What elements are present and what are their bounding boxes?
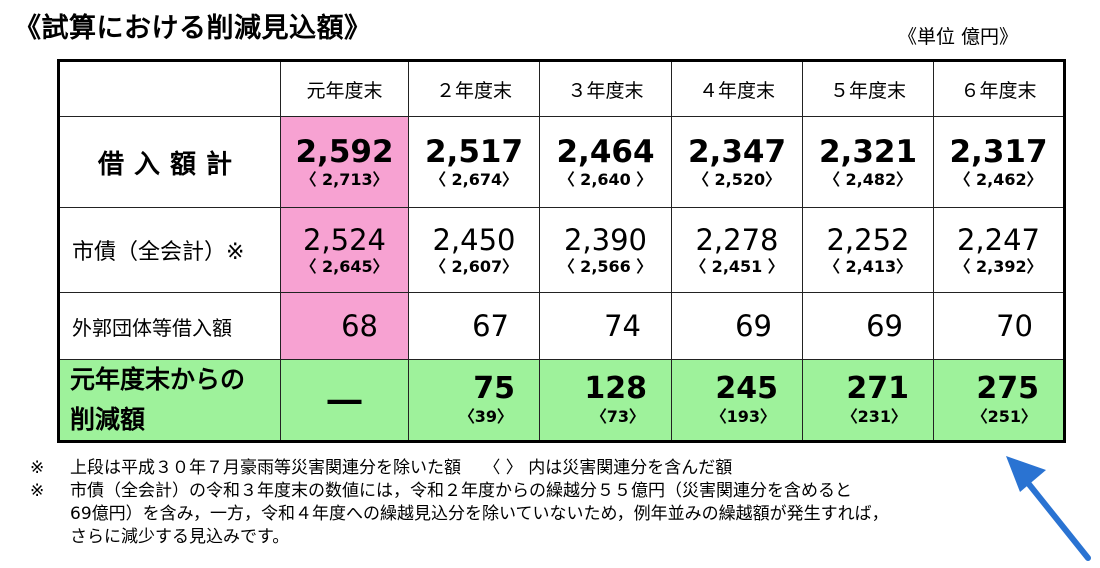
- cell-subvalue: 〈 2,566 〉: [558, 257, 653, 276]
- cell-value: 2,450: [432, 223, 516, 257]
- cell-subvalue: 〈 2,640 〉: [558, 170, 653, 189]
- table-cell: 2,321 〈 2,482〉: [802, 116, 934, 208]
- column-header: ６年度末: [933, 60, 1065, 117]
- cell-value: 2,321: [818, 134, 918, 170]
- note-mark: ※: [30, 458, 45, 478]
- table-cell: 2,390 〈 2,566 〉: [539, 207, 672, 293]
- cell-subvalue: 〈251〉: [971, 407, 1037, 426]
- cell-value: 2,390: [563, 223, 648, 257]
- footnote: ※ 市債（全会計）の令和３年度末の数値には，令和２年度からの繰越分５５億円（災害関…: [30, 480, 889, 503]
- cell-value: 69: [802, 292, 934, 360]
- table-cell: 2,252 〈 2,413〉: [802, 207, 934, 293]
- unit-label: 《単位 億円》: [898, 26, 1019, 48]
- header-row: 元年度末 ２年度末 ３年度末 ４年度末 ５年度末 ６年度末: [58, 60, 1065, 117]
- cell-value: 69: [671, 292, 803, 360]
- table-row-total-borrowing: 借入額計 2,592 〈 2,713〉 2,517 〈 2,674〉 2,464 〈 …: [58, 116, 1065, 208]
- row-label: 元年度末からの 削減額: [58, 359, 281, 442]
- cell-subvalue: 〈 2,482〉: [823, 170, 913, 189]
- cell-value: 2,252: [826, 223, 910, 257]
- cell-value: 67: [408, 292, 540, 360]
- column-header: ５年度末: [802, 60, 934, 117]
- footnote: ※ 上段は平成３０年７月豪雨等災害関連分を除いた額 〈 〉 内は災害関連分を含んだ…: [30, 457, 889, 480]
- row-label-line: 削減額: [70, 405, 146, 434]
- cell-value: 68: [280, 292, 409, 360]
- table-cell: 245 〈193〉: [671, 359, 803, 442]
- cell-subvalue: 〈231〉: [841, 407, 907, 426]
- cell-subvalue: 〈73〉: [590, 407, 645, 426]
- table-cell: 2,247 〈 2,392〉: [933, 207, 1065, 293]
- cell-value: 128: [584, 371, 647, 406]
- cell-value: 2,317: [949, 134, 1048, 170]
- table-cell: 2,317 〈 2,462〉: [933, 116, 1065, 208]
- table-cell: 275 〈251〉: [933, 359, 1065, 442]
- cell-value: 2,592: [295, 134, 394, 170]
- footnote-text: さらに減少する見込みです。: [70, 527, 290, 547]
- table-cell: 2,347 〈 2,520〉: [671, 116, 803, 208]
- footnotes: ※ 上段は平成３０年７月豪雨等災害関連分を除いた額 〈 〉 内は災害関連分を含んだ…: [30, 457, 889, 549]
- cell-subvalue: 〈 2,607〉: [429, 257, 519, 276]
- cell-value: 2,524: [302, 223, 387, 257]
- cell-value: 75: [473, 371, 515, 406]
- cell-value: 271: [846, 371, 909, 406]
- note-mark: ※: [30, 481, 45, 501]
- cell-value-dash: ―: [280, 359, 409, 442]
- cell-value: 275: [976, 371, 1039, 406]
- table-cell: 75 〈39〉: [408, 359, 540, 442]
- column-header: ４年度末: [671, 60, 803, 117]
- cell-subvalue: 〈 2,674〉: [429, 170, 519, 189]
- cell-subvalue: 〈 2,451 〉: [690, 257, 784, 276]
- cell-subvalue: 〈 2,713〉: [300, 170, 389, 189]
- cell-value: 2,278: [695, 223, 779, 257]
- table-cell: 2,524 〈 2,645〉: [280, 207, 409, 293]
- table-cell: 2,464 〈 2,640 〉: [539, 116, 672, 208]
- row-label: 市債（全会計）※: [58, 207, 281, 293]
- cell-subvalue: 〈193〉: [710, 407, 776, 426]
- footnote-text: 上段は平成３０年７月豪雨等災害関連分を除いた額 〈 〉 内は災害関連分を含んだ額: [70, 458, 733, 478]
- header-empty-cell: [58, 60, 281, 117]
- footnote-text: 69億円）を含み，一方，令和４年度への繰越見込分を除いていないため，例年並みの繰…: [70, 504, 889, 524]
- cell-value: 70: [933, 292, 1065, 360]
- column-header: ３年度末: [539, 60, 672, 117]
- reduction-table: 元年度末 ２年度末 ３年度末 ４年度末 ５年度末 ６年度末 借入額計 2,592…: [57, 59, 1066, 443]
- table-cell: 2,450 〈 2,607〉: [408, 207, 540, 293]
- table-cell: 2,278 〈 2,451 〉: [671, 207, 803, 293]
- cell-subvalue: 〈39〉: [458, 407, 513, 426]
- table-row-external-borrowing: 外郭団体等借入額 68 67 74 69 69 70: [58, 292, 1065, 360]
- column-header: 元年度末: [280, 60, 409, 117]
- cell-value: 2,517: [424, 134, 524, 170]
- row-label-line: 元年度末からの: [70, 365, 246, 394]
- row-label: 借入額計: [58, 116, 281, 208]
- cell-subvalue: 〈 2,413〉: [823, 257, 913, 276]
- cell-value: 74: [539, 292, 672, 360]
- cell-value: 245: [715, 371, 778, 406]
- cell-subvalue: 〈 2,520〉: [692, 170, 782, 189]
- cell-subvalue: 〈 2,462〉: [954, 170, 1043, 189]
- table-row-municipal-bonds: 市債（全会計）※ 2,524 〈 2,645〉 2,450 〈 2,607〉 2,3…: [58, 207, 1065, 293]
- table-row-reduction: 元年度末からの 削減額 ― 75 〈39〉 128 〈73〉 245 〈193〉 271…: [58, 359, 1065, 442]
- column-header: ２年度末: [408, 60, 540, 117]
- table-cell: 2,592 〈 2,713〉: [280, 116, 409, 208]
- cell-value: 2,347: [687, 134, 787, 170]
- footnote-text: 市債（全会計）の令和３年度末の数値には，令和２年度からの繰越分５５億円（災害関連…: [70, 481, 852, 501]
- cell-value: 2,464: [556, 134, 655, 170]
- cell-value: 2,247: [956, 223, 1041, 257]
- cell-subvalue: 〈 2,645〉: [300, 257, 389, 276]
- page-title: 《試算における削減見込額》: [14, 13, 372, 44]
- cell-subvalue: 〈 2,392〉: [954, 257, 1043, 276]
- table-cell: 2,517 〈 2,674〉: [408, 116, 540, 208]
- table-cell: 271 〈231〉: [802, 359, 934, 442]
- table-cell: 128 〈73〉: [539, 359, 672, 442]
- row-label: 外郭団体等借入額: [58, 292, 281, 360]
